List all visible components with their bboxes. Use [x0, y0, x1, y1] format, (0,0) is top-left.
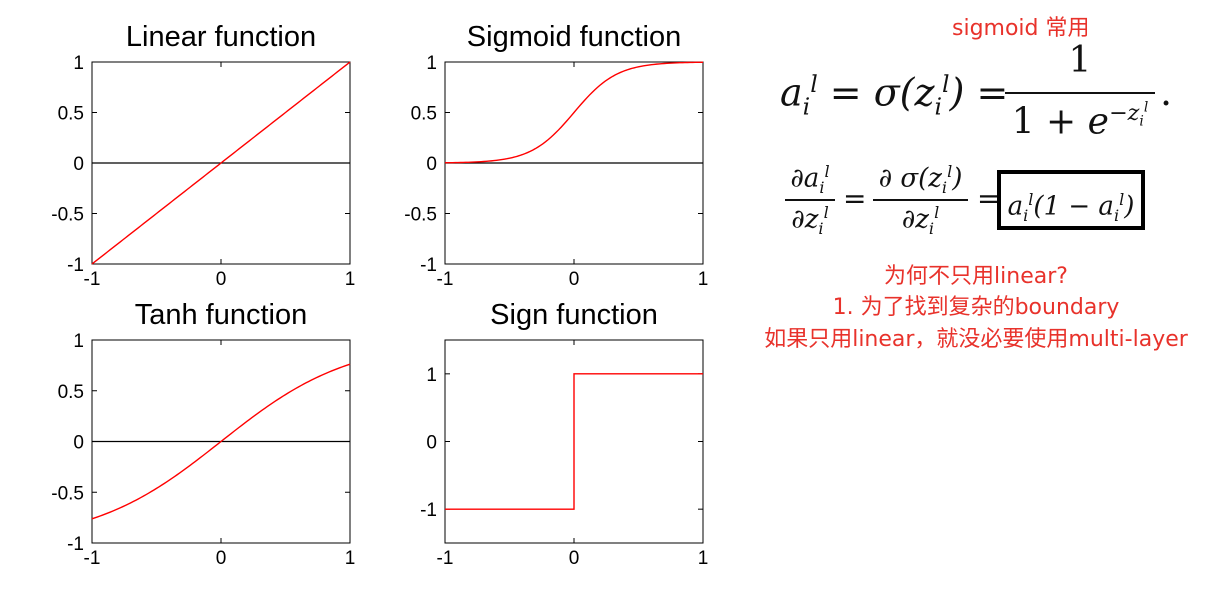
sigmoid-function-plot: Sigmoid function 1 0.5 0 -0.5 -1-1 0 1	[404, 21, 708, 290]
why-not-linear-note: 为何不只用linear? 1. 为了找到复杂的boundary 如果只用line…	[730, 262, 1222, 356]
sign-function-plot: Sign function 1 0 -1 -1 0 1	[420, 299, 708, 569]
y-tick-label: 0	[426, 154, 437, 175]
why-title: 为何不只用linear?	[884, 264, 1068, 289]
why-line-1: 1. 为了找到复杂的boundary	[832, 295, 1120, 320]
plot-title: Linear function	[126, 21, 316, 53]
series-line	[91, 61, 351, 265]
derivative-result-box: ail(1 − ail)	[997, 170, 1145, 230]
x-tick-label: -1	[437, 269, 454, 290]
sigmoid-formula-lhs: ail = σ(zil) =	[780, 70, 1009, 121]
x-tick-label: 1	[698, 548, 709, 569]
plot-title: Sign function	[490, 299, 658, 331]
x-tick-label: 1	[345, 269, 356, 290]
y-tick-label: 0	[73, 433, 84, 454]
y-tick-label: -1	[67, 534, 84, 555]
why-line-2: 如果只用linear，就没必要使用multi-layer	[764, 327, 1188, 352]
y-tick-label: -0.5	[51, 205, 84, 226]
series-line	[445, 373, 703, 510]
y-tick-label: 0.5	[58, 382, 84, 403]
linear-function-plot: Linear function 1 0.5 0 -0.5 -1-1 0 1	[51, 21, 355, 290]
x-tick-label: 1	[345, 548, 356, 569]
sigmoid-formula: ail = σ(zil) = 1 1 + e−zil .	[780, 40, 1173, 143]
y-tick-label: 1	[73, 331, 84, 352]
tanh-function-plot: Tanh function 1 0.5 0 -0.5 -1-1 0 1	[51, 299, 355, 569]
y-tick-label: -1	[420, 500, 437, 521]
x-tick-label: 1	[698, 269, 709, 290]
plot-title: Sigmoid function	[467, 21, 681, 53]
y-tick-label: 0	[73, 154, 84, 175]
plot-title: Tanh function	[135, 299, 308, 331]
y-tick-label: 0	[426, 433, 437, 454]
sigmoid-note: sigmoid 常用	[952, 16, 1090, 41]
x-tick-label: 0	[569, 269, 580, 290]
x-tick-label: 0	[216, 269, 227, 290]
sigmoid-formula-fraction: 1 1 + e−zil	[1005, 40, 1155, 142]
x-tick-label: 0	[216, 548, 227, 569]
x-tick-label: -1	[437, 548, 454, 569]
y-tick-label: 1	[73, 53, 84, 74]
y-tick-label: 1	[426, 365, 437, 386]
y-tick-label: -0.5	[51, 483, 84, 504]
x-tick-label: -1	[84, 269, 101, 290]
series-line	[444, 61, 704, 164]
sigmoid-derivative-formula: ∂ail ∂zil = ∂ σ(zil) ∂zil = ail(1 − ail)	[785, 162, 1145, 242]
series-line	[91, 363, 351, 520]
y-tick-label: -1	[420, 255, 437, 276]
x-tick-label: 0	[569, 548, 580, 569]
y-tick-label: 1	[426, 53, 437, 74]
y-tick-label: -1	[67, 255, 84, 276]
y-tick-label: 0.5	[411, 104, 437, 125]
x-tick-label: -1	[84, 548, 101, 569]
y-tick-label: 0.5	[58, 104, 84, 125]
y-tick-label: -0.5	[404, 205, 437, 226]
